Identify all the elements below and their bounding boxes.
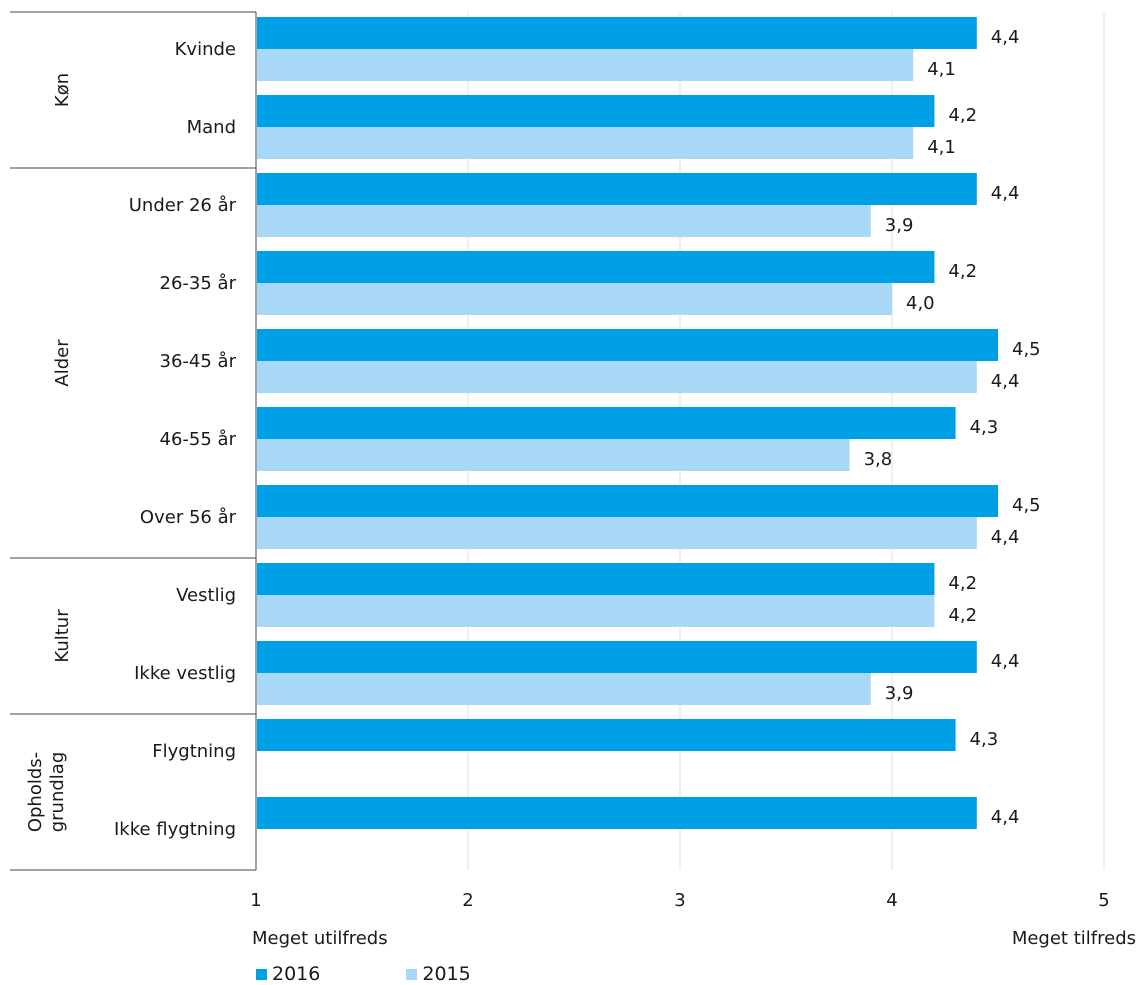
group-label-line: Kultur [52, 609, 73, 663]
data-label-2016: 4,4 [991, 27, 1020, 48]
bar-2016 [257, 95, 935, 127]
data-label-2016: 4,4 [991, 183, 1020, 204]
data-label-2016: 4,4 [991, 807, 1020, 828]
data-label-2015: 4,0 [906, 293, 935, 314]
data-label-2016: 4,4 [991, 651, 1020, 672]
category-label: Under 26 år [129, 195, 237, 216]
legend-swatch-2015 [406, 968, 418, 980]
bar-2016 [257, 407, 956, 439]
legend-item-2015: 2015 [406, 963, 471, 985]
bar-2016 [257, 797, 977, 829]
data-label-2015: 3,9 [885, 683, 914, 704]
data-label-2015: 3,8 [864, 449, 893, 470]
data-label-2015: 4,4 [991, 527, 1020, 548]
bar-2016 [257, 17, 977, 49]
group-label-line: Opholds- [25, 752, 46, 832]
bar-2016 [257, 485, 998, 517]
x-tick-label: 3 [674, 890, 685, 911]
category-label: Ikke vestlig [134, 663, 236, 684]
bar-2015 [257, 673, 871, 705]
category-label: Over 56 år [140, 507, 237, 528]
bar-2015 [257, 595, 935, 627]
x-tick-label: 4 [886, 890, 897, 911]
category-label: Kvinde [175, 39, 236, 60]
category-label: Vestlig [176, 585, 236, 606]
category-label: 36-45 år [160, 351, 237, 372]
group-label: Opholds-grundlag [25, 752, 68, 833]
group-label-line: grundlag [47, 752, 68, 833]
legend-swatch-2016 [256, 968, 267, 980]
bar-2016 [257, 641, 977, 673]
legend: 2016 2015 [256, 963, 557, 985]
data-label-2016: 4,3 [970, 417, 999, 438]
bar-2016 [257, 563, 935, 595]
data-label-2016: 4,2 [948, 105, 977, 126]
bar-2015 [257, 127, 914, 159]
group-label: Køn [52, 73, 73, 107]
category-label: 26-35 år [160, 273, 237, 294]
data-label-2015: 3,9 [885, 215, 914, 236]
bar-2015 [257, 361, 977, 393]
x-tick-label: 2 [462, 890, 473, 911]
x-low-label: Meget utilfreds [252, 928, 388, 949]
bar-2015 [257, 439, 850, 471]
bar-2015 [257, 49, 914, 81]
data-label-2015: 4,1 [927, 59, 956, 80]
category-label: Flygtning [152, 741, 236, 762]
bar-2016 [257, 251, 935, 283]
data-label-2016: 4,5 [1012, 495, 1041, 516]
bar-2015 [257, 283, 892, 315]
bar-2016 [257, 173, 977, 205]
bar-2016 [257, 329, 998, 361]
category-label: Ikke flygtning [114, 819, 236, 840]
x-tick-label: 1 [250, 890, 261, 911]
group-label-line: Køn [52, 73, 73, 107]
data-label-2015: 4,2 [948, 605, 977, 626]
x-high-label: Meget tilfreds [1012, 928, 1136, 949]
category-label: 46-55 år [160, 429, 237, 450]
category-label: Mand [187, 117, 236, 138]
bar-2015 [257, 517, 977, 549]
data-label-2015: 4,1 [927, 137, 956, 158]
bar-2016 [257, 719, 956, 751]
legend-label-2015: 2015 [422, 963, 471, 985]
data-label-2015: 4,4 [991, 371, 1020, 392]
x-tick-label: 5 [1098, 890, 1109, 911]
data-label-2016: 4,5 [1012, 339, 1041, 360]
group-label: Alder [52, 339, 73, 387]
data-label-2016: 4,2 [948, 573, 977, 594]
legend-item-2016: 2016 [256, 963, 320, 985]
group-label-line: Alder [52, 339, 73, 387]
group-label: Kultur [52, 609, 73, 663]
bar-2015 [257, 205, 871, 237]
legend-label-2016: 2016 [272, 963, 321, 985]
data-label-2016: 4,2 [948, 261, 977, 282]
data-label-2016: 4,3 [970, 729, 999, 750]
